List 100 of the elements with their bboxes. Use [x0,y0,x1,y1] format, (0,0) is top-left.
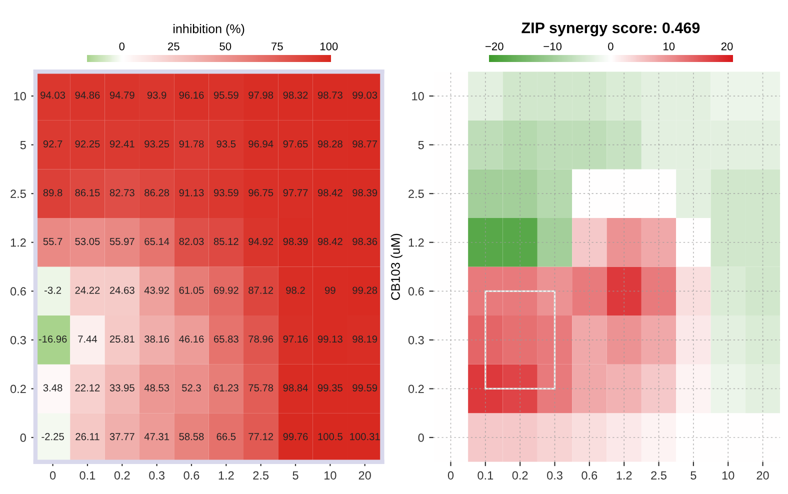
data-label: 69.92 [214,286,238,294]
x-tick-label: 0.3 [149,471,164,480]
color-bar-label: 100 [320,42,338,50]
data-label: 94.79 [110,92,134,99]
data-label: 93.5 [216,140,236,148]
data-label: 91.13 [179,189,204,196]
data-label: 98.73 [318,92,342,99]
data-label: 92.41 [110,140,134,148]
data-label: 98.42 [318,238,342,246]
y-tick-label: 0 [418,434,424,442]
data-label: 55.7 [43,238,62,246]
data-label: 94.86 [75,92,100,99]
data-label: 66.5 [216,433,236,440]
color-bar-label: 20 [721,42,733,50]
data-label: 99 [325,286,336,294]
data-label: 99.35 [318,384,342,392]
y-tick-label: 2.5 [10,190,26,198]
y-tick-label: 0.2 [10,384,26,394]
data-label: 93.25 [144,140,170,148]
color-bar-label: 25 [168,42,180,50]
color-bar-label: 75 [272,42,283,50]
y-tick-label: 2.5 [408,190,424,198]
y-tick-label: 0.2 [408,384,424,394]
data-label: 55.97 [110,238,134,246]
y-tick-label: 10 [14,92,26,100]
data-label: 86.15 [75,189,100,196]
y-tick-label: 1.2 [10,238,26,247]
x-tick-label: 0 [448,471,454,480]
data-label: 75.78 [248,384,274,392]
data-label: 61.05 [179,286,204,294]
y-tick-label: 0.6 [408,287,424,296]
data-label: 89.8 [43,189,62,196]
data-label: 37.77 [110,433,134,440]
data-label: 98.39 [352,189,378,196]
data-label: 96.94 [248,140,274,148]
data-label: 98.28 [318,140,342,148]
data-label: -2.25 [42,433,64,440]
data-label: 26.11 [76,433,100,440]
x-tick-label: 0.2 [114,471,130,480]
x-tick-label: 10 [722,471,734,480]
data-label: 7.44 [78,336,98,343]
x-tick-label: 1.2 [616,471,632,480]
data-label: 100.31 [350,433,380,440]
y-tick-label: 5 [20,140,26,150]
data-label: 93.9 [147,92,166,99]
data-label: 46.16 [179,335,204,343]
y-tick-label: 0.3 [10,336,26,344]
x-tick-label: 2.5 [253,471,269,480]
color-bar-label: 10 [664,42,675,50]
data-label: 98.32 [283,92,308,99]
data-label: 24.22 [75,286,100,294]
data-label: 94.92 [248,238,274,246]
data-label: 96.16 [179,92,204,99]
data-label: 58.58 [179,433,204,440]
data-label: 99.13 [318,335,342,343]
data-label: 98.39 [283,238,308,246]
data-label: 65.14 [144,238,170,246]
x-tick-label: 5 [292,471,298,480]
data-label: 24.63 [110,286,134,294]
data-label: 82.03 [179,238,204,246]
data-label: 82.73 [110,189,134,196]
data-label: 97.98 [248,92,274,99]
data-label: 53.05 [75,238,100,246]
data-label: 87.12 [248,286,274,294]
data-label: 91.78 [179,140,204,148]
data-label: 48.53 [144,384,170,392]
data-label: 47.31 [144,433,170,440]
data-label: 25.81 [110,335,134,343]
data-label: -16.96 [38,335,67,343]
data-label: 98.77 [352,140,378,148]
color-bar-label: −20 [486,42,504,50]
data-label: 98.19 [352,335,378,343]
x-tick-label: 1.2 [218,471,234,480]
chart-title: ZIP synergy score: 0.469 [522,22,700,36]
data-label: 92.25 [75,140,100,148]
data-label: 86.28 [144,189,170,196]
x-tick-label: 2.5 [651,471,666,480]
color-bar-label: 0 [608,42,614,50]
data-label: 77.12 [248,433,274,440]
y-tick-label: 0 [20,434,26,442]
y-tick-label: 1.2 [408,238,424,247]
y-tick-label: 10 [412,92,424,100]
data-label: 99.59 [352,384,378,392]
x-tick-label: 0.6 [582,471,598,480]
data-label: 99.03 [352,92,378,99]
data-label: 98.42 [318,189,342,196]
y-tick-label: 0.3 [408,336,424,344]
data-label: 61.23 [214,384,238,392]
data-label: 95.59 [214,92,238,99]
data-label: 93.59 [214,189,238,196]
x-tick-label: 10 [324,471,336,480]
color-bar-label: −10 [544,42,562,50]
data-label: 98.36 [352,238,378,246]
x-tick-label: 20 [756,471,769,480]
data-label: 22.12 [75,384,100,392]
color-bar-title: inhibition (%) [174,24,244,36]
data-label: 52.3 [182,384,201,392]
data-label: 94.03 [40,92,66,99]
x-tick-label: 20 [358,471,371,480]
data-label: 100.5 [318,433,342,440]
